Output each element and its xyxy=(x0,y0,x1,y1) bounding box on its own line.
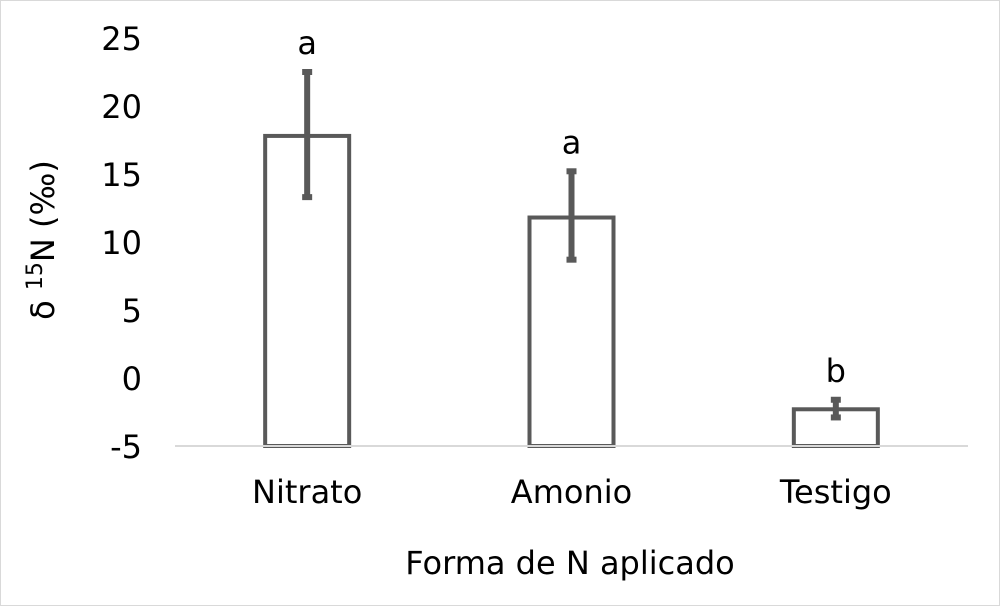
x-axis-category-labels: Nitrato Amonio Testigo xyxy=(252,473,892,511)
y-tick-label: 20 xyxy=(101,88,142,126)
y-tick-label: 10 xyxy=(101,224,142,262)
significance-label: a xyxy=(297,24,317,62)
bar-amonio xyxy=(527,215,616,448)
x-category-label: Testigo xyxy=(779,473,892,511)
significance-label: b xyxy=(826,352,846,390)
y-tick-label: 5 xyxy=(122,292,142,330)
x-axis-title: Forma de N aplicado xyxy=(405,544,734,582)
significance-label: a xyxy=(562,123,582,161)
y-tick-label: 0 xyxy=(122,360,142,398)
significance-labels: a a b xyxy=(297,24,846,390)
y-tick-label: 15 xyxy=(101,156,142,194)
error-bars-group xyxy=(302,69,841,421)
y-tick-label: -5 xyxy=(110,428,142,466)
x-category-label: Nitrato xyxy=(252,473,362,511)
y-axis-title-prefix: δ xyxy=(24,290,62,320)
y-axis-title-suffix: N (‰) xyxy=(24,160,62,262)
x-category-label: Amonio xyxy=(511,473,632,511)
bars-group xyxy=(263,133,880,448)
y-axis-title: δ 15N (‰) xyxy=(23,160,62,320)
y-tick-label: 25 xyxy=(101,20,142,58)
y-axis-title-superscript: 15 xyxy=(23,262,48,290)
y-axis-ticks: 25 20 15 10 5 0 -5 xyxy=(101,20,142,466)
